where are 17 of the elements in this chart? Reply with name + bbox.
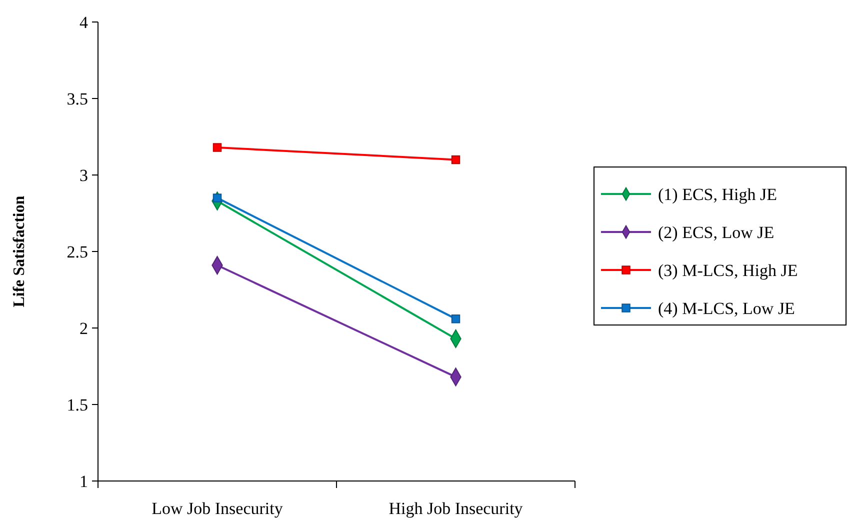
y-tick-label: 3.5 <box>66 89 88 108</box>
legend-label: (4) M-LCS, Low JE <box>658 298 795 318</box>
legend-label: (1) ECS, High JE <box>658 184 777 204</box>
y-tick-label: 3 <box>80 166 88 185</box>
y-tick-label: 1 <box>80 472 88 491</box>
point <box>451 155 460 164</box>
legend-label: (3) M-LCS, High JE <box>658 260 798 280</box>
y-axis-title: Life Satisfaction <box>11 196 28 308</box>
y-tick-label: 2.5 <box>66 242 88 262</box>
y-tick-label: 4 <box>80 12 88 32</box>
x-tick-label: High Job Insecurity <box>388 499 524 518</box>
legend-label: (2) ECS, Low JE <box>658 222 774 242</box>
point <box>451 314 460 324</box>
x-tick-label: Low Job Insecurity <box>152 499 284 518</box>
y-tick-label: 2 <box>80 318 88 338</box>
point <box>212 143 222 152</box>
y-tick-label: 1.5 <box>66 395 88 414</box>
